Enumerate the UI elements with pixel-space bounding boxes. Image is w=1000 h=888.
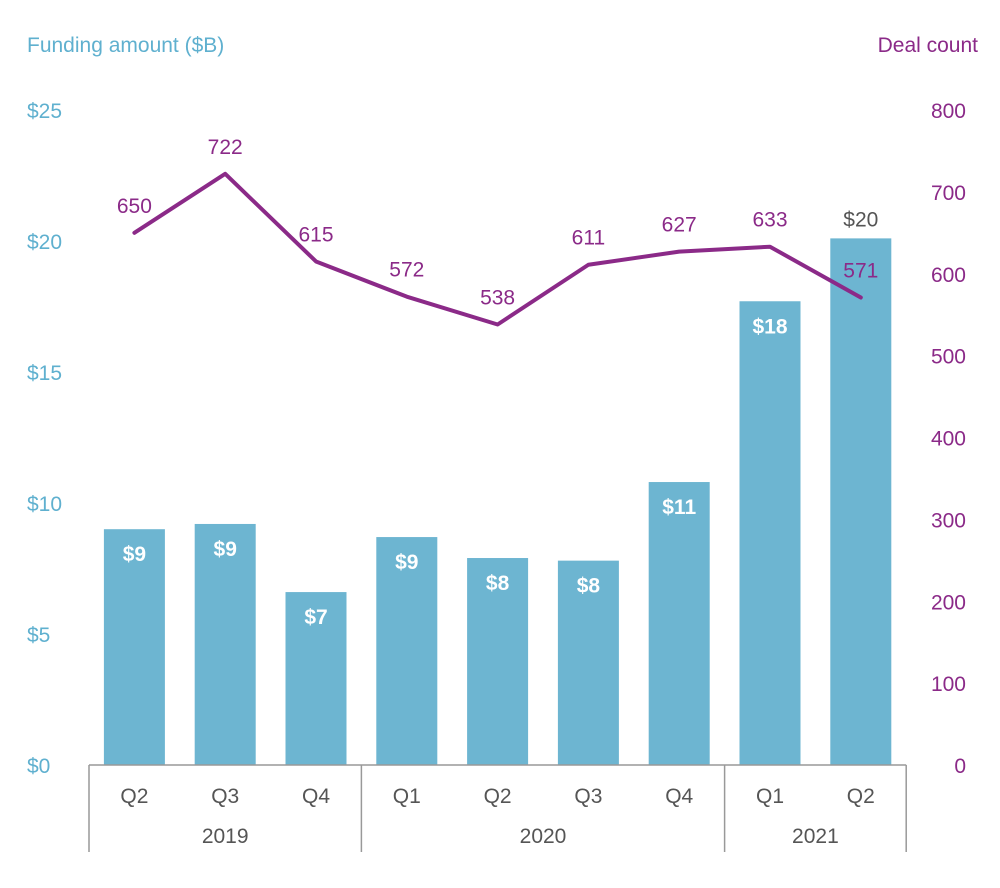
left-tick-label: $25	[27, 100, 62, 123]
right-tick-label: 400	[931, 428, 966, 451]
funding-bar	[376, 537, 438, 765]
funding-bar	[103, 529, 165, 765]
year-group-label: 2020	[520, 825, 567, 848]
funding-bar-label: $20	[843, 208, 878, 231]
funding-bar	[830, 238, 892, 765]
right-tick-label: 500	[931, 346, 966, 369]
x-tick-label: Q3	[574, 785, 602, 808]
year-group-label: 2021	[792, 825, 839, 848]
year-group-label: 2019	[202, 825, 249, 848]
deal-count-label: 722	[208, 136, 243, 159]
right-axis-ticks: 0 100 200 300 400 500 600 700 800	[931, 100, 966, 778]
x-axis: Q2 Q3 Q4 Q1 Q2 Q3 Q4 Q1 Q2 2019 2020 2021	[88, 764, 907, 852]
right-tick-label: 800	[931, 100, 966, 123]
funding-bar-label: $8	[486, 572, 510, 595]
left-tick-label: $20	[27, 231, 62, 254]
x-tick-label: Q2	[120, 785, 148, 808]
deal-count-label: 650	[117, 195, 152, 218]
funding-bar	[467, 558, 529, 765]
deal-count-label: 627	[662, 214, 697, 237]
funding-bar-label: $11	[662, 496, 696, 519]
x-tick-label: Q1	[756, 785, 784, 808]
funding-bar	[739, 301, 801, 765]
left-tick-label: $10	[27, 493, 62, 516]
funding-bar-label: $18	[752, 315, 787, 338]
x-tick-label: Q2	[847, 785, 875, 808]
left-axis-ticks: $0 $5 $10 $15 $20 $25	[27, 100, 62, 778]
right-tick-label: 600	[931, 264, 966, 287]
deal-count-labels: 650 722 615 572 538 611 627 633 571	[117, 136, 878, 310]
funding-bar	[648, 482, 710, 765]
funding-bars	[103, 238, 892, 765]
x-tick-label: Q1	[393, 785, 421, 808]
deal-count-label: 633	[752, 209, 787, 232]
left-axis-title: Funding amount ($B)	[27, 34, 224, 57]
deal-count-label: 611	[572, 227, 605, 250]
right-axis-title: Deal count	[878, 34, 979, 57]
deal-count-label: 615	[298, 223, 333, 246]
right-tick-label: 200	[931, 591, 966, 614]
right-tick-label: 300	[931, 509, 966, 532]
left-tick-label: $0	[27, 755, 50, 778]
funding-bar-label: $7	[304, 606, 327, 629]
funding-bar-label: $9	[123, 543, 146, 566]
funding-bar-label: $9	[214, 538, 237, 561]
right-tick-label: 700	[931, 182, 966, 205]
deal-count-line	[132, 171, 863, 327]
x-tick-label: Q4	[665, 785, 693, 808]
deal-count-label: 571	[843, 259, 878, 282]
deal-count-label: 572	[389, 259, 424, 282]
funding-bar	[194, 523, 256, 765]
right-tick-label: 100	[931, 673, 966, 696]
funding-bar	[557, 560, 619, 765]
funding-bar	[285, 592, 347, 765]
x-tick-label: Q2	[484, 785, 512, 808]
x-tick-label: Q4	[302, 785, 330, 808]
funding-bar-label: $9	[395, 551, 418, 574]
left-tick-label: $15	[27, 362, 62, 385]
deal-count-line-layer	[132, 171, 863, 327]
funding-bar-label: $8	[577, 575, 601, 598]
x-tick-label: Q3	[211, 785, 239, 808]
funding-bar-labels: $9 $9 $7 $9 $8 $8 $11 $18 $20	[123, 208, 879, 629]
right-tick-label: 0	[954, 755, 966, 778]
deal-count-label: 538	[480, 287, 515, 310]
left-tick-label: $5	[27, 624, 50, 647]
